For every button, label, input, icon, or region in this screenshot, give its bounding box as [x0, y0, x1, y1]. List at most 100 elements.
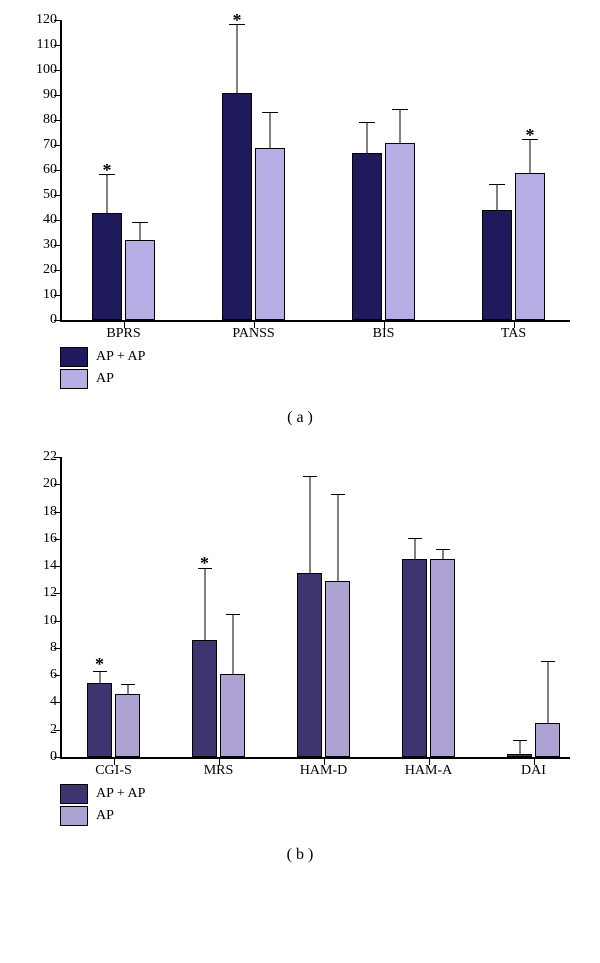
bar-ap	[125, 240, 155, 320]
x-tick-label: CGI-S	[95, 763, 132, 779]
error-bar	[547, 662, 548, 723]
bar-ap	[515, 173, 545, 321]
error-cap	[359, 122, 375, 123]
y-tick-label: 100	[17, 62, 57, 78]
bar-ap-ap	[402, 559, 427, 757]
error-bar	[127, 685, 128, 695]
y-tick-label: 2	[17, 722, 57, 738]
y-tick-label: 12	[17, 585, 57, 601]
y-tick-label: 10	[17, 613, 57, 629]
y-tick-label: 70	[17, 137, 57, 153]
error-bar	[140, 223, 141, 241]
bar-ap-ap	[352, 153, 382, 321]
y-tick-label: 40	[17, 212, 57, 228]
legend-swatch	[60, 784, 88, 804]
x-tick-label: BIS	[373, 326, 395, 342]
legend-label: AP + AP	[96, 786, 145, 802]
bar-ap-ap	[482, 210, 512, 320]
y-tick-label: 16	[17, 531, 57, 547]
bar-ap-ap	[92, 213, 122, 321]
bar-ap	[115, 694, 140, 757]
bar-ap-ap	[87, 683, 112, 757]
legend: AP + AP AP	[60, 347, 590, 389]
error-bar	[519, 741, 520, 755]
error-bar	[497, 185, 498, 210]
chart-b: 0246810121416182022CGI-SMRSHAM-DHAM-ADAI…	[10, 457, 590, 864]
error-cap	[541, 661, 555, 662]
bar-ap-ap	[297, 573, 322, 757]
bar-ap	[255, 148, 285, 321]
plot-region: 0102030405060708090100110120BPRSPANSSBIS…	[60, 20, 570, 322]
x-tick-label: HAM-A	[405, 763, 452, 779]
y-tick-label: 22	[17, 449, 57, 465]
significance-marker: *	[233, 10, 242, 31]
error-cap	[331, 494, 345, 495]
bar-ap	[430, 559, 455, 757]
y-tick-label: 0	[17, 749, 57, 765]
error-cap	[262, 112, 278, 113]
error-bar	[414, 539, 415, 559]
x-tick-label: DAI	[521, 763, 546, 779]
bar-ap-ap	[222, 93, 252, 321]
legend-label: AP + AP	[96, 349, 145, 365]
error-bar	[232, 615, 233, 674]
error-bar	[400, 110, 401, 143]
chart-area: 0246810121416182022CGI-SMRSHAM-DHAM-ADAI…	[60, 457, 570, 759]
x-tick-label: TAS	[501, 326, 526, 342]
y-tick-label: 80	[17, 112, 57, 128]
legend: AP + AP AP	[60, 784, 590, 826]
error-bar	[337, 495, 338, 581]
significance-marker: *	[200, 553, 209, 574]
legend-item: AP + AP	[60, 784, 590, 804]
y-tick-label: 20	[17, 262, 57, 278]
y-tick-label: 20	[17, 476, 57, 492]
error-cap	[489, 184, 505, 185]
x-tick-label: BPRS	[106, 326, 140, 342]
significance-marker: *	[95, 654, 104, 675]
error-bar	[270, 113, 271, 148]
error-cap	[436, 549, 450, 550]
x-tick-label: HAM-D	[300, 763, 347, 779]
legend-label: AP	[96, 371, 114, 387]
y-tick-label: 110	[17, 37, 57, 53]
bar-ap	[385, 143, 415, 321]
legend-swatch	[60, 806, 88, 826]
error-cap	[132, 222, 148, 223]
legend-item: AP	[60, 369, 590, 389]
bar-ap-ap	[192, 640, 217, 757]
y-tick-label: 60	[17, 162, 57, 178]
error-cap	[408, 538, 422, 539]
significance-marker: *	[526, 125, 535, 146]
error-bar	[442, 550, 443, 560]
x-tick-label: MRS	[204, 763, 234, 779]
legend-swatch	[60, 369, 88, 389]
error-bar	[309, 477, 310, 572]
plot-region: 0246810121416182022CGI-SMRSHAM-DHAM-ADAI…	[60, 457, 570, 759]
bar-ap	[220, 674, 245, 757]
error-cap	[121, 684, 135, 685]
y-tick-label: 18	[17, 504, 57, 520]
x-tick-label: PANSS	[232, 326, 274, 342]
y-tick-label: 120	[17, 12, 57, 28]
y-tick-label: 6	[17, 667, 57, 683]
legend-label: AP	[96, 808, 114, 824]
error-bar	[204, 569, 205, 640]
error-bar	[367, 123, 368, 153]
y-tick-label: 0	[17, 312, 57, 328]
legend-item: AP + AP	[60, 347, 590, 367]
panel-label: ( b )	[10, 846, 590, 864]
error-cap	[303, 476, 317, 477]
legend-swatch	[60, 347, 88, 367]
y-tick-label: 8	[17, 640, 57, 656]
chart-a: 0102030405060708090100110120BPRSPANSSBIS…	[10, 20, 590, 427]
y-tick-label: 4	[17, 694, 57, 710]
y-tick-label: 90	[17, 87, 57, 103]
bar-ap	[535, 723, 560, 757]
panel-label: ( a )	[10, 409, 590, 427]
error-cap	[226, 614, 240, 615]
legend-item: AP	[60, 806, 590, 826]
y-tick-label: 50	[17, 187, 57, 203]
y-tick-label: 10	[17, 287, 57, 303]
error-cap	[392, 109, 408, 110]
error-bar	[237, 25, 238, 93]
